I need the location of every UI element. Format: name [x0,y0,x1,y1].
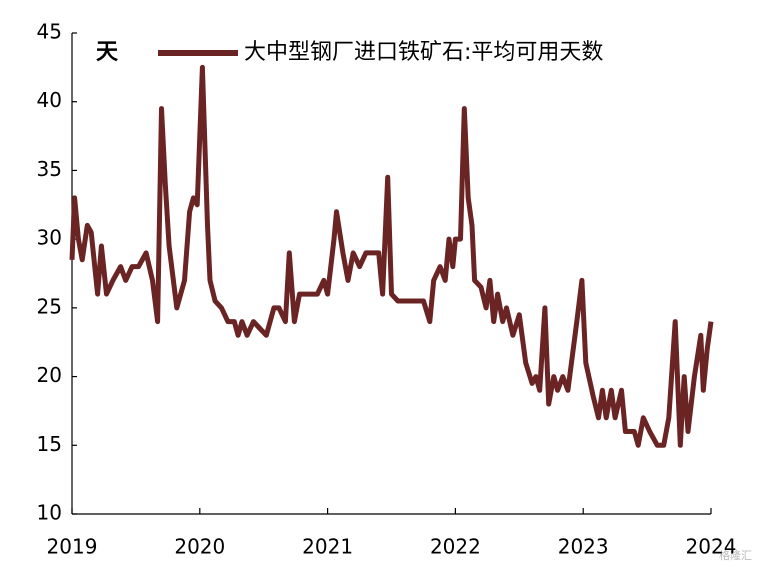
y-tick-label: 35 [37,157,62,181]
x-tick-label: 2024 [686,535,737,559]
y-tick-label: 30 [37,226,62,250]
x-tick-label: 2021 [302,535,353,559]
x-tick-label: 2022 [430,535,481,559]
x-tick-label: 2020 [174,535,225,559]
y-tick-label: 25 [37,294,62,318]
x-tick-label: 2019 [47,535,98,559]
line [69,64,714,448]
y-tick-label: 20 [37,363,62,387]
y-tick-label: 15 [37,432,62,456]
y-tick-label: 10 [37,501,62,525]
y-tick-label: 45 [37,20,62,44]
y-tick-label: 40 [37,88,62,112]
watermark: 格隆汇 [719,548,752,562]
legend-label: 大中型钢厂进口铁矿石:平均可用天数 [244,40,603,65]
y-axis-label: 天 [96,40,119,65]
x-tick-label: 2023 [558,535,609,559]
